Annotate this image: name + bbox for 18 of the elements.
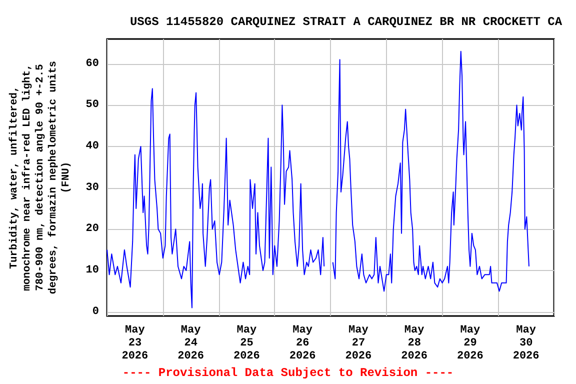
y-axis-title: Turbidity, water, unfiltered, monochrome near infra-red LED light, 780-900 nm, detection angle 90 +-2.5 degrees, formazin nephelometric units (FNU) — [8, 60, 72, 294]
x-tick-label: May 27 2026 — [345, 324, 372, 362]
y-tick-label: 20 — [86, 223, 99, 236]
x-tick-label: May 25 2026 — [233, 324, 260, 362]
x-tick-label: May 29 2026 — [456, 324, 484, 362]
x-tick-label: May 28 2026 — [401, 324, 428, 362]
x-tick-label: May 26 2026 — [289, 324, 316, 362]
chart-title: USGS 11455820 CARQUINEZ STRAIT A CARQUINEZ BR NR CROCKETT CA — [130, 15, 563, 29]
x-tick-label: May 30 2026 — [512, 324, 540, 362]
y-tick-label: 30 — [86, 182, 99, 194]
text: ---- Provisional Data Subject to Revision ---- — [122, 366, 454, 380]
x-tick-label: May 24 2026 — [178, 324, 204, 362]
y-tick-label: 60 — [86, 58, 99, 70]
x-tick-label: May 23 2026 — [122, 324, 148, 362]
y-tick-label: 10 — [86, 264, 99, 277]
y-tick-label: 50 — [86, 99, 99, 112]
y-tick-label: 40 — [86, 140, 99, 152]
y-tick-label: 0 — [92, 306, 99, 318]
